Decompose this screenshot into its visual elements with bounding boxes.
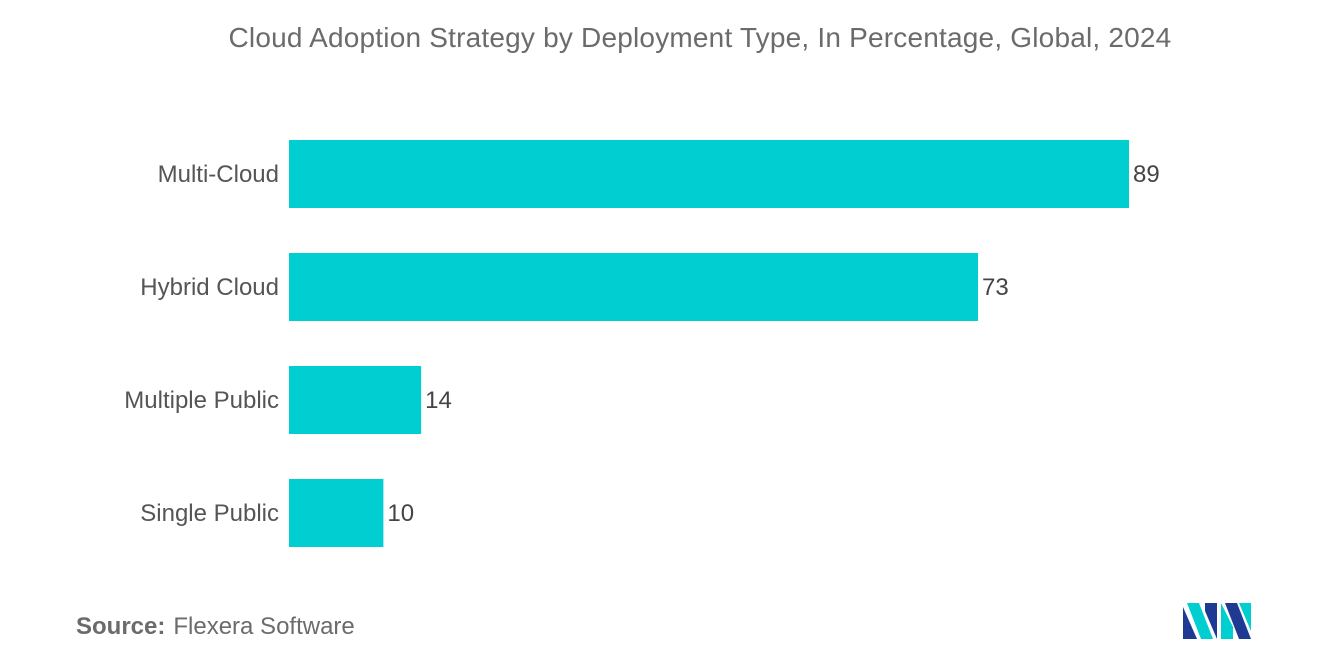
source-note: Source: Flexera Software	[76, 613, 355, 641]
value-label: 10	[387, 500, 414, 527]
category-label: Single Public	[140, 500, 279, 527]
bar-multi-cloud	[289, 140, 1129, 208]
category-label: Hybrid Cloud	[140, 274, 279, 301]
chart-title: Cloud Adoption Strategy by Deployment Ty…	[228, 22, 1172, 53]
bar-single-public	[289, 479, 384, 547]
source-label: Source:	[76, 613, 166, 640]
value-label: 14	[425, 387, 452, 414]
bar-multiple-public	[289, 366, 422, 434]
value-label: 89	[1133, 161, 1160, 188]
bar-hybrid-cloud	[289, 253, 978, 321]
category-label: Multiple Public	[124, 387, 279, 414]
category-label: Multi-Cloud	[158, 161, 279, 188]
mordor-intelligence-logo-icon	[1183, 603, 1251, 639]
value-label: 73	[982, 274, 1009, 301]
source-text: Flexera Software	[173, 613, 355, 640]
